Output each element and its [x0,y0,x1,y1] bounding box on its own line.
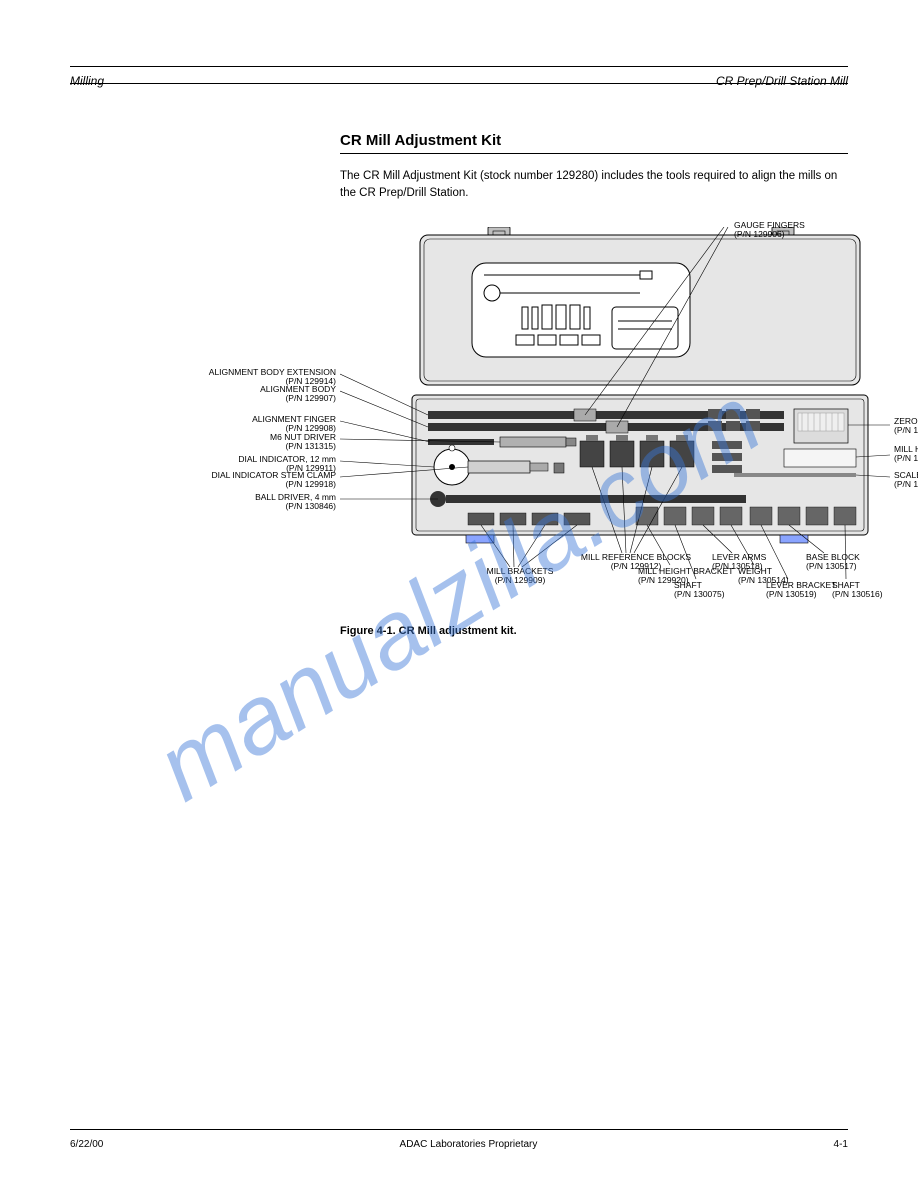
label-nut-driver: M6 NUT DRIVER(P/N 131315) [136,433,336,452]
footer-center: ADAC Laboratories Proprietary [400,1139,538,1150]
label-scale: SCALE, 6 in.(P/N 129916) [894,471,918,490]
label-gauge-fingers: GAUGE FINGERS(P/N 129906) [734,221,874,240]
label-zero-set-block: ZERO SET BLOCK(P/N 129910) [894,417,918,436]
footer-date: 6/22/00 [70,1139,103,1150]
label-mill-height-std: MILL HEIGHT STANDARD(P/N 129915) [894,445,918,464]
label-shaft-130516: SHAFT(P/N 130516) [832,581,918,600]
bottom-rule [70,1129,848,1130]
footer: 6/22/00 ADAC Laboratories Proprietary 4-… [70,1139,848,1150]
label-base-block: BASE BLOCK(P/N 130517) [806,553,896,572]
label-alignment-finger: ALIGNMENT FINGER(P/N 129908) [136,415,336,434]
header-right: CR Prep/Drill Station Mill [716,74,848,88]
figure: ALIGNMENT BODY EXTENSION(P/N 129914) ALI… [340,227,890,607]
footer-page: 4-1 [834,1139,848,1150]
figure-caption: Figure 4-1. CR Mill adjustment kit. [340,625,848,637]
label-mill-brackets: MILL BRACKETS(P/N 129909) [470,567,570,586]
section-body: The CR Mill Adjustment Kit (stock number… [340,168,848,203]
header-left: Milling [70,74,104,88]
label-ball-driver: BALL DRIVER, 4 mm(P/N 130846) [136,493,336,512]
label-alignment-body: ALIGNMENT BODY(P/N 129907) [136,385,336,404]
label-stem-clamp: DIAL INDICATOR STEM CLAMP(P/N 129918) [136,471,336,490]
kit-diagram [340,227,890,607]
top-rule-heavy [70,66,848,67]
running-header: Milling CR Prep/Drill Station Mill [70,74,848,88]
section-title: CR Mill Adjustment Kit [340,132,848,154]
